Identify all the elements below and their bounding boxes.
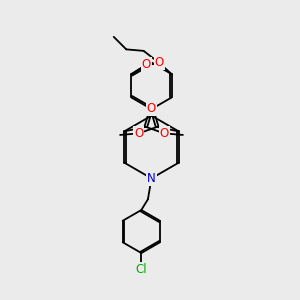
Text: O: O (147, 102, 156, 116)
Text: O: O (160, 127, 169, 140)
Text: O: O (142, 58, 151, 71)
Text: N: N (147, 172, 156, 185)
Text: O: O (154, 56, 164, 69)
Text: Cl: Cl (136, 263, 147, 276)
Text: O: O (147, 102, 156, 116)
Text: O: O (134, 127, 143, 140)
